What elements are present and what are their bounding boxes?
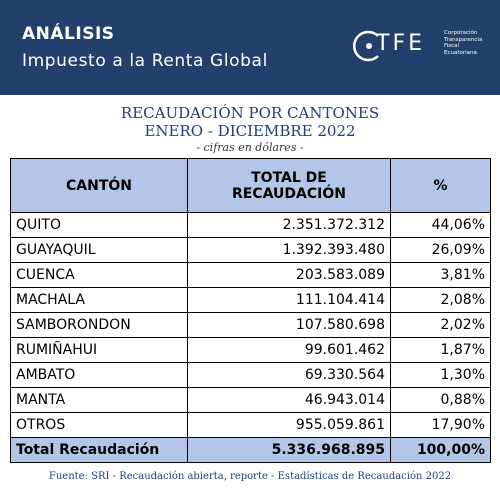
footer: Fuente: SRI - Recaudación abierta, repor… <box>48 471 452 482</box>
logo-caption-line: Ecuatoriana <box>444 49 477 56</box>
table-cell: 2.351.372.312 <box>187 212 391 238</box>
table-cell: MACHALA <box>10 287 188 313</box>
logo-caption-line: Corporación <box>444 30 478 36</box>
table-cell: 2,08% <box>390 287 491 313</box>
table-row: SAMBORONDON 107.580.698 2,02% <box>10 312 491 338</box>
note: - cifras en dólares - <box>196 141 304 154</box>
table-row: CUENCA 203.583.089 3,81% <box>10 262 491 288</box>
total-cell: 5.336.968.895 <box>187 437 391 463</box>
table-cell: 26,09% <box>390 237 491 263</box>
logo-circle <box>352 30 379 62</box>
subtitle: ENERO - DICIEMBRE 2022 <box>144 122 356 140</box>
logo-text: TFE <box>376 31 425 56</box>
table-cell: 17,90% <box>390 412 491 438</box>
total-cell: Total Recaudación <box>10 437 188 463</box>
table-cell: 0,88% <box>390 387 491 413</box>
table-cell: 2,02% <box>390 312 491 338</box>
table-cell: 46.943.014 <box>187 387 391 413</box>
table-cell: AMBATO <box>10 362 188 388</box>
table-cell: 1,87% <box>390 337 491 363</box>
table-row: MANTA 46.943.014 0,88% <box>10 387 491 413</box>
table-cell: GUAYAQUIL <box>10 237 188 263</box>
table-cell: 203.583.089 <box>187 262 391 288</box>
table-cell: 111.104.414 <box>187 287 391 313</box>
logo-caption-line: Transparencia <box>444 36 483 43</box>
table-row: OTROS 955.059.861 17,90% <box>10 412 491 438</box>
column-header: TOTAL DE RECAUDACIÓN <box>187 158 391 213</box>
total-row: Total Recaudación 5.336.968.895 100,00% <box>10 437 491 463</box>
table-cell: 69.330.564 <box>187 362 391 388</box>
table-cell: MANTA <box>10 387 188 413</box>
table-cell: 955.059.861 <box>187 412 391 438</box>
logo: TFE Corporación Transparencia Fiscal Ecuato… <box>352 26 492 66</box>
table-cell: 99.601.462 <box>187 337 391 363</box>
table-body: QUITO 2.351.372.312 44,06% GUAYAQUIL 1.392.3… <box>10 212 491 463</box>
title: RECAUDACIÓN POR CANTONES <box>120 104 380 122</box>
header-row: CANTÓN TOTAL DE RECAUDACIÓN% <box>10 158 491 213</box>
column-header: % <box>390 158 491 213</box>
table-row: AMBATO 69.330.564 1,30% <box>10 362 491 388</box>
column-header: CANTÓN <box>10 158 188 213</box>
table-cell: OTROS <box>10 412 188 438</box>
table-cell: QUITO <box>10 212 188 238</box>
table-cell: 107.580.698 <box>187 312 391 338</box>
table-row: MACHALA 111.104.414 2,08% <box>10 287 491 313</box>
header: ANÁLISIS Impuesto a la Renta Global TFE … <box>0 0 500 95</box>
header-title: ANÁLISIS <box>22 24 115 44</box>
table-row: QUITO 2.351.372.312 44,06% <box>10 212 491 238</box>
table-row: RUMIÑAHUI 99.601.462 1,87% <box>10 337 491 363</box>
table-cell: 1,30% <box>390 362 491 388</box>
table-cell: CUENCA <box>10 262 188 288</box>
logo-caption-line: Fiscal <box>444 43 460 49</box>
header-subtitle: Impuesto a la Renta Global <box>22 51 268 71</box>
table-cell: RUMIÑAHUI <box>10 337 188 363</box>
table: CANTÓN TOTAL DE RECAUDACIÓN% QUITO 2.351.3… <box>10 158 491 463</box>
logo-caption: Corporación Transparencia Fiscal Ecuatorian… <box>444 30 482 56</box>
table-cell: 3,81% <box>390 262 491 288</box>
table-row: GUAYAQUIL 1.392.393.480 26,09% <box>10 237 491 263</box>
table-cell: SAMBORONDON <box>10 312 188 338</box>
table-cell: 44,06% <box>390 212 491 238</box>
table-cell: 1.392.393.480 <box>187 237 391 263</box>
total-cell: 100,00% <box>390 437 491 463</box>
